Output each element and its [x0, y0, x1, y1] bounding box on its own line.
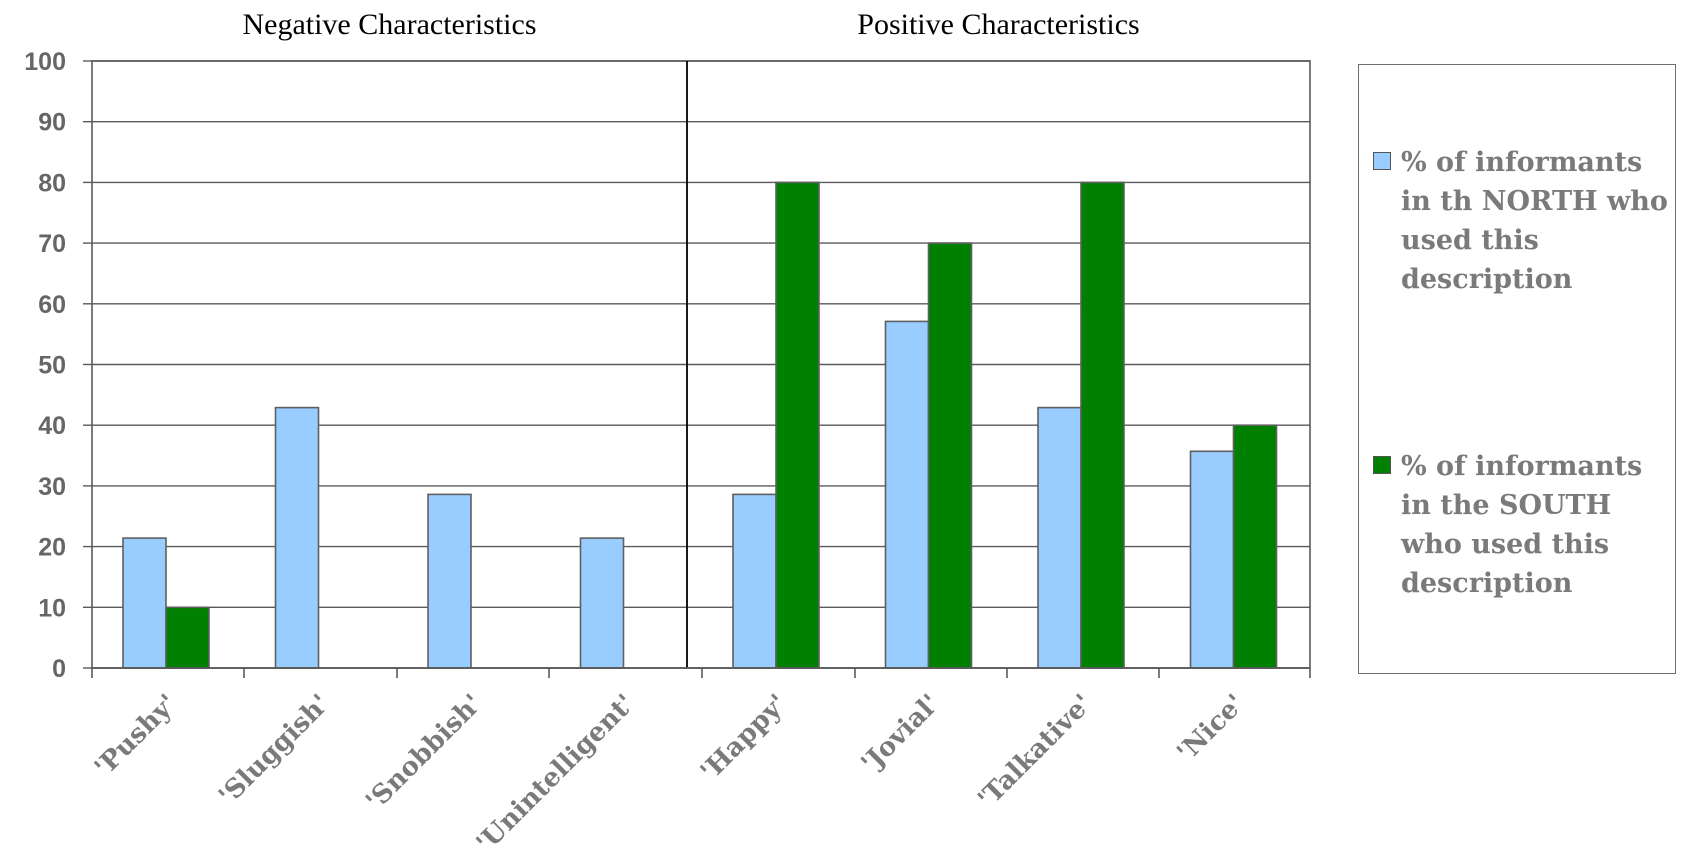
xtick-label-6: 'Talkative'	[972, 689, 1098, 815]
bar-north-4	[732, 493, 777, 669]
bar-north-5	[884, 320, 930, 669]
ytick-label-60: 60	[38, 291, 66, 319]
bar-north-0	[122, 537, 167, 669]
group-title-0: Negative Characteristics	[242, 8, 536, 41]
bars	[122, 181, 1278, 669]
group-titles: Negative Characteristics Positive Charact…	[242, 8, 1139, 41]
bar-north-6	[1037, 406, 1082, 669]
legend-label-north: % of informants in th NORTH who used thi…	[1401, 147, 1668, 295]
bar-north-1	[274, 406, 320, 669]
legend-label-south: % of informants in the SOUTH who used th…	[1401, 451, 1643, 599]
ytick-label-30: 30	[38, 473, 66, 501]
xtick-label-3: 'Unintelligent'	[471, 689, 641, 859]
xtick-label-7: 'Nice'	[1172, 689, 1251, 768]
bar-north-7	[1189, 450, 1235, 669]
axes	[83, 60, 1311, 678]
legend: % of informants in th NORTH who used thi…	[1358, 64, 1676, 674]
bar-north-3	[579, 537, 625, 669]
legend-swatch-south	[1373, 456, 1391, 474]
xtick-label-1: 'Sluggish'	[213, 689, 336, 812]
ytick-label-10: 10	[38, 594, 66, 622]
ytick-label-0: 0	[52, 655, 66, 683]
ytick-label-100: 100	[24, 48, 66, 76]
ytick-label-50: 50	[38, 352, 66, 380]
bar-south-7	[1232, 424, 1278, 669]
bar-south-0	[165, 606, 210, 669]
xtick-label-2: 'Snobbish'	[360, 689, 488, 817]
xtick-label-4: 'Happy'	[695, 689, 793, 787]
group-title-1: Positive Characteristics	[857, 8, 1139, 41]
xtick-label-5: 'Jovial'	[856, 689, 946, 779]
bar-south-4	[775, 181, 820, 669]
legend-swatch-north	[1373, 152, 1391, 170]
ytick-label-70: 70	[38, 230, 66, 258]
bar-south-5	[927, 242, 973, 669]
xtick-label-0: 'Pushy'	[89, 689, 183, 783]
ytick-label-40: 40	[38, 412, 66, 440]
ytick-label-20: 20	[38, 534, 66, 562]
bar-north-2	[427, 493, 472, 669]
ytick-label-90: 90	[38, 109, 66, 137]
ytick-label-80: 80	[38, 169, 66, 197]
bar-south-6	[1080, 181, 1125, 669]
